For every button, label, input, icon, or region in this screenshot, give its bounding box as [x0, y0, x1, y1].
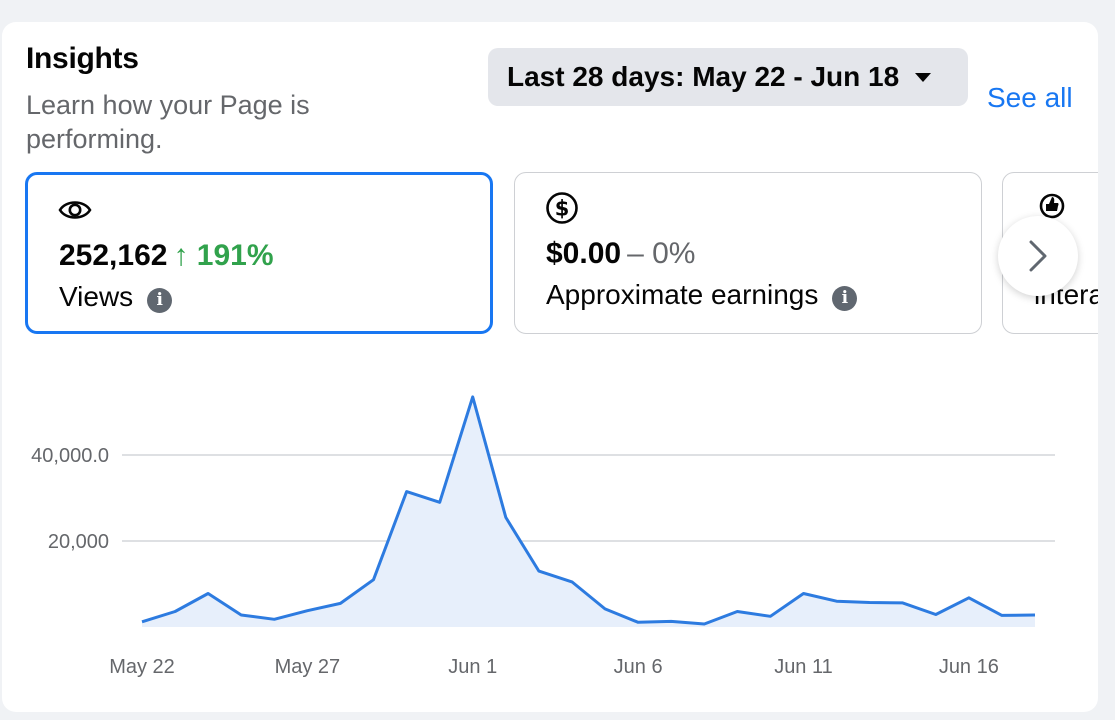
page-title: Insights: [26, 42, 139, 75]
views-line-series: [141, 395, 1036, 626]
x-tick-label: Jun 11: [774, 656, 833, 678]
x-axis-ticks: May 22 May 27 Jun 1 Jun 6 Jun 11 Jun 16: [109, 656, 999, 678]
page-subtitle: Learn how your Page is performing.: [26, 90, 310, 154]
x-tick-label: Jun 16: [939, 656, 999, 678]
info-icon[interactable]: i: [832, 285, 858, 311]
chevron-right-icon: [1029, 240, 1047, 272]
x-tick-label: May 27: [275, 656, 341, 678]
date-range-selector[interactable]: Last 28 days: May 22 - Jun 18: [488, 48, 968, 106]
see-all-link[interactable]: See all: [987, 82, 1073, 113]
caret-down-icon: [915, 72, 932, 82]
earnings-value-row: $0.00– 0%: [546, 237, 695, 271]
views-label-row: Views i: [59, 281, 173, 313]
svg-text:$: $: [555, 197, 570, 221]
x-tick-label: Jun 1: [448, 656, 497, 678]
earnings-label: Approximate earnings: [546, 279, 819, 310]
y-tick-label: 40,000.0: [31, 445, 109, 467]
insights-card: Insights Learn how your Page is performi…: [2, 22, 1098, 712]
views-chart: 20,000 40,000.0 May 22 May 27 Jun 1 Jun 6 Jun…: [31, 395, 1055, 678]
date-range-label: Last 28 days: May 22 - Jun 18: [507, 61, 900, 92]
chart-gridlines: [122, 454, 1055, 542]
views-stat-card[interactable]: 252,162 ↑ 191% Views i: [25, 172, 493, 334]
next-stat-button[interactable]: [998, 216, 1078, 296]
eye-icon: [58, 201, 92, 219]
x-tick-label: May 22: [109, 656, 175, 678]
views-label: Views: [59, 281, 134, 312]
views-value: 252,162: [59, 239, 168, 272]
views-value-row: 252,162 ↑ 191%: [59, 239, 274, 273]
earnings-stat-card[interactable]: $ $0.00– 0% Approximate earnings i: [514, 172, 982, 334]
earnings-label-row: Approximate earnings i: [546, 279, 858, 311]
earnings-value: $0.00: [546, 237, 622, 270]
dollar-circle-icon: $: [546, 192, 578, 224]
earnings-change: – 0%: [627, 237, 696, 270]
y-axis-ticks: 20,000 40,000.0: [31, 445, 109, 553]
views-area-fill: [142, 396, 1035, 627]
x-tick-label: Jun 6: [614, 656, 663, 678]
thumbs-up-icon: [1039, 193, 1065, 219]
y-tick-label: 20,000: [48, 531, 109, 553]
views-change: ↑ 191%: [173, 239, 274, 272]
info-icon[interactable]: i: [147, 287, 173, 313]
